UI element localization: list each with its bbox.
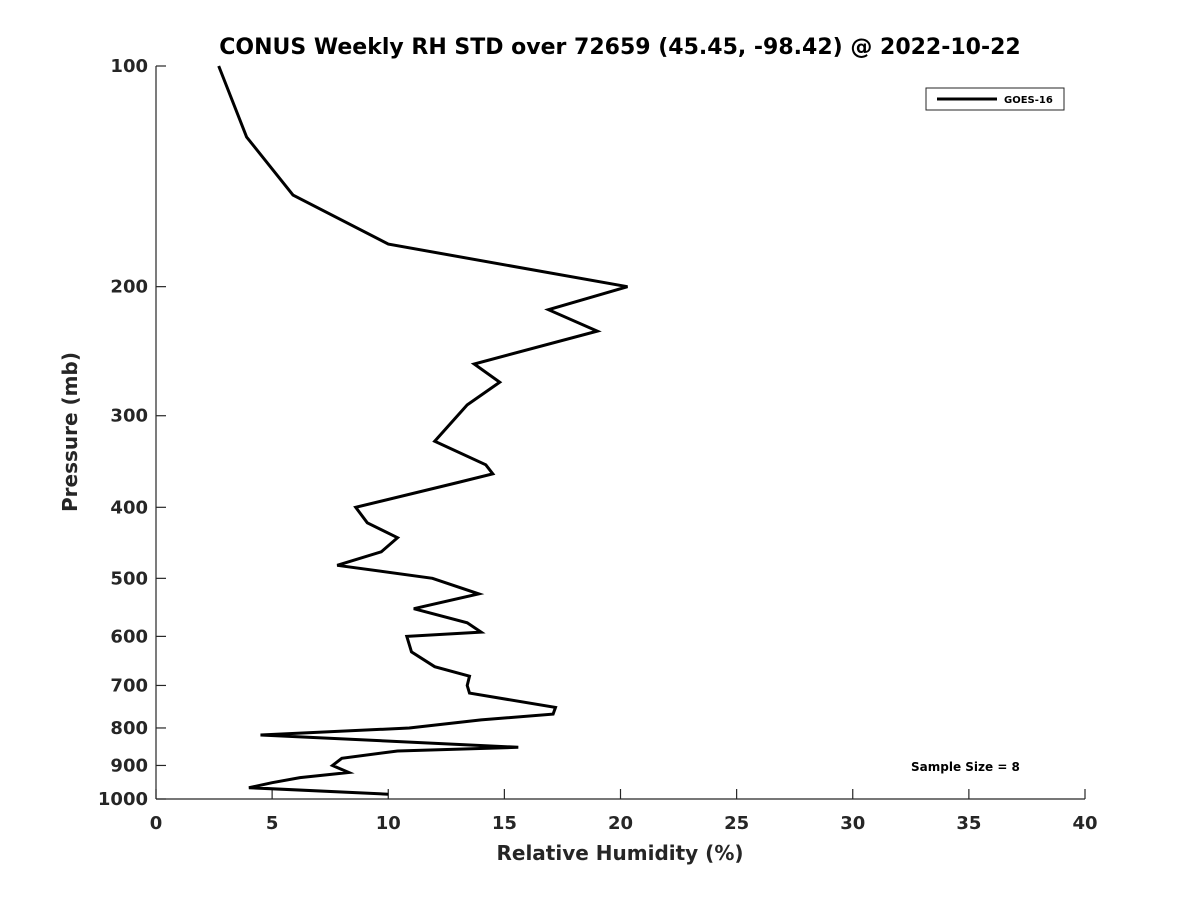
x-axis-title: Relative Humidity (%): [496, 841, 743, 865]
x-tick-label: 25: [724, 813, 749, 834]
y-tick-label: 1000: [98, 789, 148, 810]
y-tick-label: 600: [110, 626, 148, 647]
sample-size-label: Sample Size = 8: [911, 760, 1020, 774]
legend: GOES-16: [925, 87, 1065, 111]
y-tick-label: 300: [110, 406, 148, 427]
x-tick-label: 30: [840, 813, 865, 834]
y-tick-label: 100: [110, 56, 148, 77]
x-ticks: 0 5 10 15 20 25 30 35 40: [150, 789, 1098, 834]
x-tick-label: 35: [956, 813, 981, 834]
y-tick-label: 400: [110, 497, 148, 518]
y-axis-title: Pressure (mb): [58, 352, 82, 512]
plot-area: 0 5 10 15 20 25 30 35 40 100 200 300 400 500 600 700 80…: [98, 56, 1098, 834]
x-tick-label: 15: [492, 813, 517, 834]
chart-title: CONUS Weekly RH STD over 72659 (45.45, -…: [219, 35, 1020, 60]
series-line-goes-16: [217, 65, 628, 796]
legend-label-goes16: GOES-16: [1004, 95, 1053, 106]
x-tick-label: 20: [608, 813, 633, 834]
x-tick-label: 40: [1072, 813, 1097, 834]
y-ticks: 100 200 300 400 500 600 700 800 900 1000: [98, 56, 166, 810]
series-layer: [217, 65, 628, 796]
y-tick-label: 900: [110, 755, 148, 776]
y-tick-label: 200: [110, 277, 148, 298]
y-tick-label: 700: [110, 675, 148, 696]
x-tick-label: 0: [150, 813, 163, 834]
x-tick-label: 5: [266, 813, 279, 834]
y-tick-label: 800: [110, 718, 148, 739]
x-tick-label: 10: [376, 813, 401, 834]
y-tick-label: 500: [110, 568, 148, 589]
